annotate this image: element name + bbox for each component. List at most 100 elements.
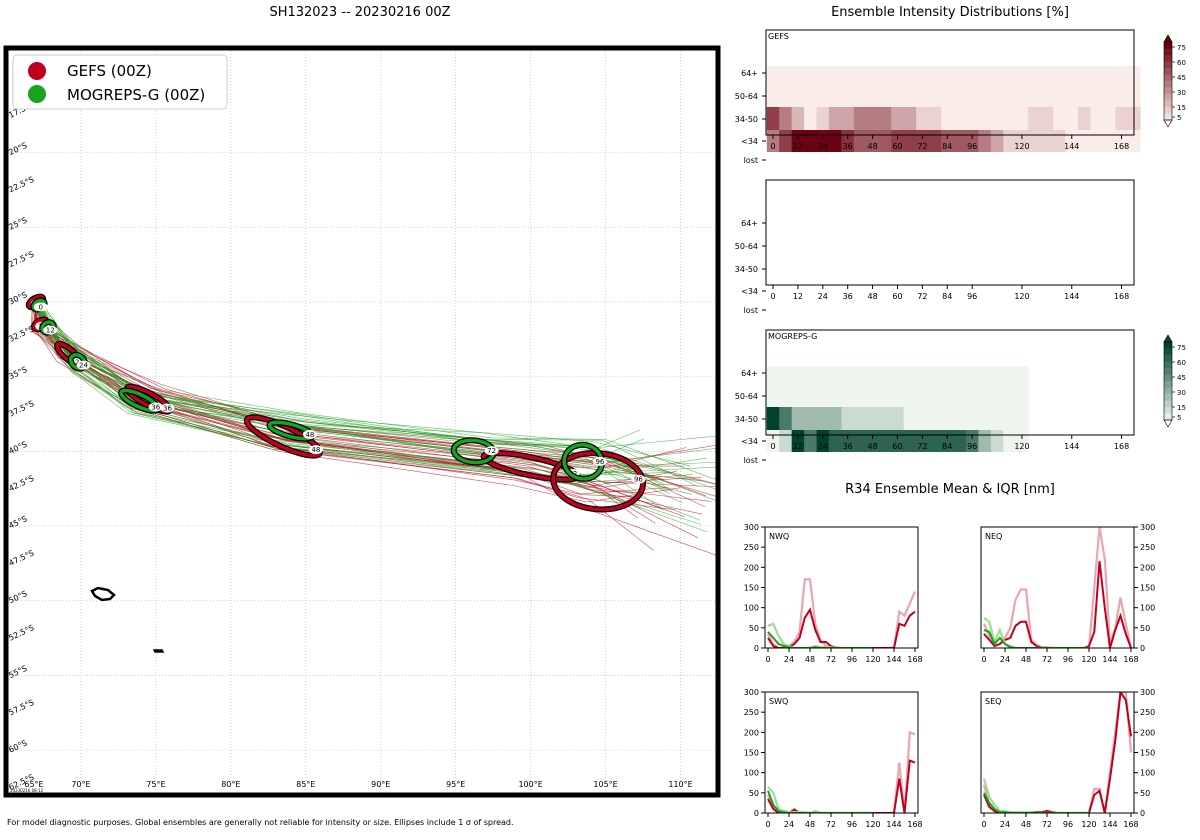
heat-x-label: 24 [818,142,828,151]
heat-cell [816,84,830,107]
heat-row-label: lost [744,156,758,165]
heat-cell [1028,66,1042,84]
heat-cell [928,66,942,84]
heat-cell [928,84,942,107]
lon-label: 70°E [71,780,90,789]
r34-x-label: 72 [1042,655,1052,664]
heat-cell [829,407,842,430]
lon-label: 85°E [296,780,315,789]
heat-cell [853,366,867,384]
heat-cell [928,407,942,430]
lon-label: 105°E [593,780,617,789]
heat-cell [791,66,805,84]
r34-x-label: 96 [847,655,857,664]
heat-cell [1077,107,1091,130]
r34-x-label: 144 [1102,655,1117,664]
heat-cell [1003,84,1017,107]
colorbar-step [1164,94,1172,101]
heat-cell [1115,107,1129,130]
heat-row-label: 50-64 [735,92,758,101]
colorbar-step [1164,355,1172,362]
r34-x-label: 168 [1123,655,1138,664]
heat-cell [878,430,892,452]
heat-cell [990,366,1004,384]
heat-cell [829,366,842,384]
r34-frame [980,526,1135,649]
heat-cell [791,366,805,384]
heat-cell [766,84,780,107]
heat-row-label: 34-50 [735,115,758,124]
heat-cell [841,66,855,84]
heat-panel-label: MOGREPS-G [768,332,817,341]
colorbar-tick-label: 5 [1177,114,1181,122]
heat-cell [978,430,992,452]
r34-x-label: 48 [1021,820,1031,829]
heat-x-label: 84 [942,442,952,451]
heat-x-label: 0 [770,292,775,301]
r34-series-gefs-iqr [982,527,1133,648]
lon-label: 80°E [221,780,240,789]
mogreps-label-bg [592,456,607,466]
heat-cell [791,84,805,107]
r34-y-label: 0 [1140,809,1145,818]
heat-cell [866,66,880,84]
heat-cell [953,430,967,452]
gefs-tau-label: 48 [311,446,320,454]
heat-row-label: 64+ [741,369,758,378]
heat-cell [866,384,880,407]
r34-series-gefs-iqr [767,578,917,648]
heat-row-label: <34 [741,137,758,146]
heat-cell [903,130,917,152]
r34-y-label: 300 [1140,523,1155,532]
r34-y-label: 250 [1140,708,1155,717]
heat-cell [766,66,780,84]
heat-x-label: 36 [843,292,853,301]
lon-label: 75°E [146,780,165,789]
r34-x-label: 48 [1021,655,1031,664]
heat-cell [878,130,892,152]
mogreps-label-bg [76,360,91,370]
heat-cell [804,384,817,407]
colorbar-step [1164,374,1172,382]
r34-y-label: 150 [744,749,759,758]
r34-x-label: 24 [784,820,794,829]
heat-row-label: lost [744,456,758,465]
colorbar-step [1164,387,1172,395]
heat-cell [1003,407,1017,430]
heat-cell [903,407,917,430]
mogreps-label-bg [484,446,499,456]
r34-x-label: 120 [865,655,880,664]
gefs-track-member [31,298,698,538]
colorbar-tick-label: 5 [1177,414,1181,422]
heat-cell [928,366,942,384]
heat-cell [1040,84,1054,107]
gefs-tau-label: 96 [634,476,643,484]
lat-label: 60°S [7,738,28,754]
heat-cell [804,66,817,84]
heat-cell [903,366,917,384]
r34-series-gefs-iqr [766,730,916,813]
colorbar-step [1164,113,1172,121]
heat-x-label: 36 [843,142,853,151]
heat-cell [779,130,793,152]
heat-row-label: 34-50 [735,265,758,274]
heat-cell [841,366,855,384]
heat-cell [953,66,967,84]
r34-x-label: 72 [1042,820,1052,829]
heat-cell [816,384,830,407]
r34-x-label: 144 [1102,820,1117,829]
colorbar-step [1164,68,1172,75]
r34-y-label: 0 [754,644,759,653]
heat-cell [903,384,917,407]
heat-cell [1028,84,1042,107]
intensity-panel-mogreps-g: MOGREPS-G 64+ 50-64 34-50 <34 lost 0 12 24 36 48 60… [735,329,1186,465]
r34-x-label: 72 [826,655,836,664]
heat-cell [1065,107,1079,130]
colorbar-step [1164,100,1172,108]
lat-label: 50°S [7,589,28,605]
r34-series-mogreps-mean [983,792,1089,813]
r34-series-mogreps-mean [767,790,873,813]
r34-series-gefs-mean [983,561,1132,648]
